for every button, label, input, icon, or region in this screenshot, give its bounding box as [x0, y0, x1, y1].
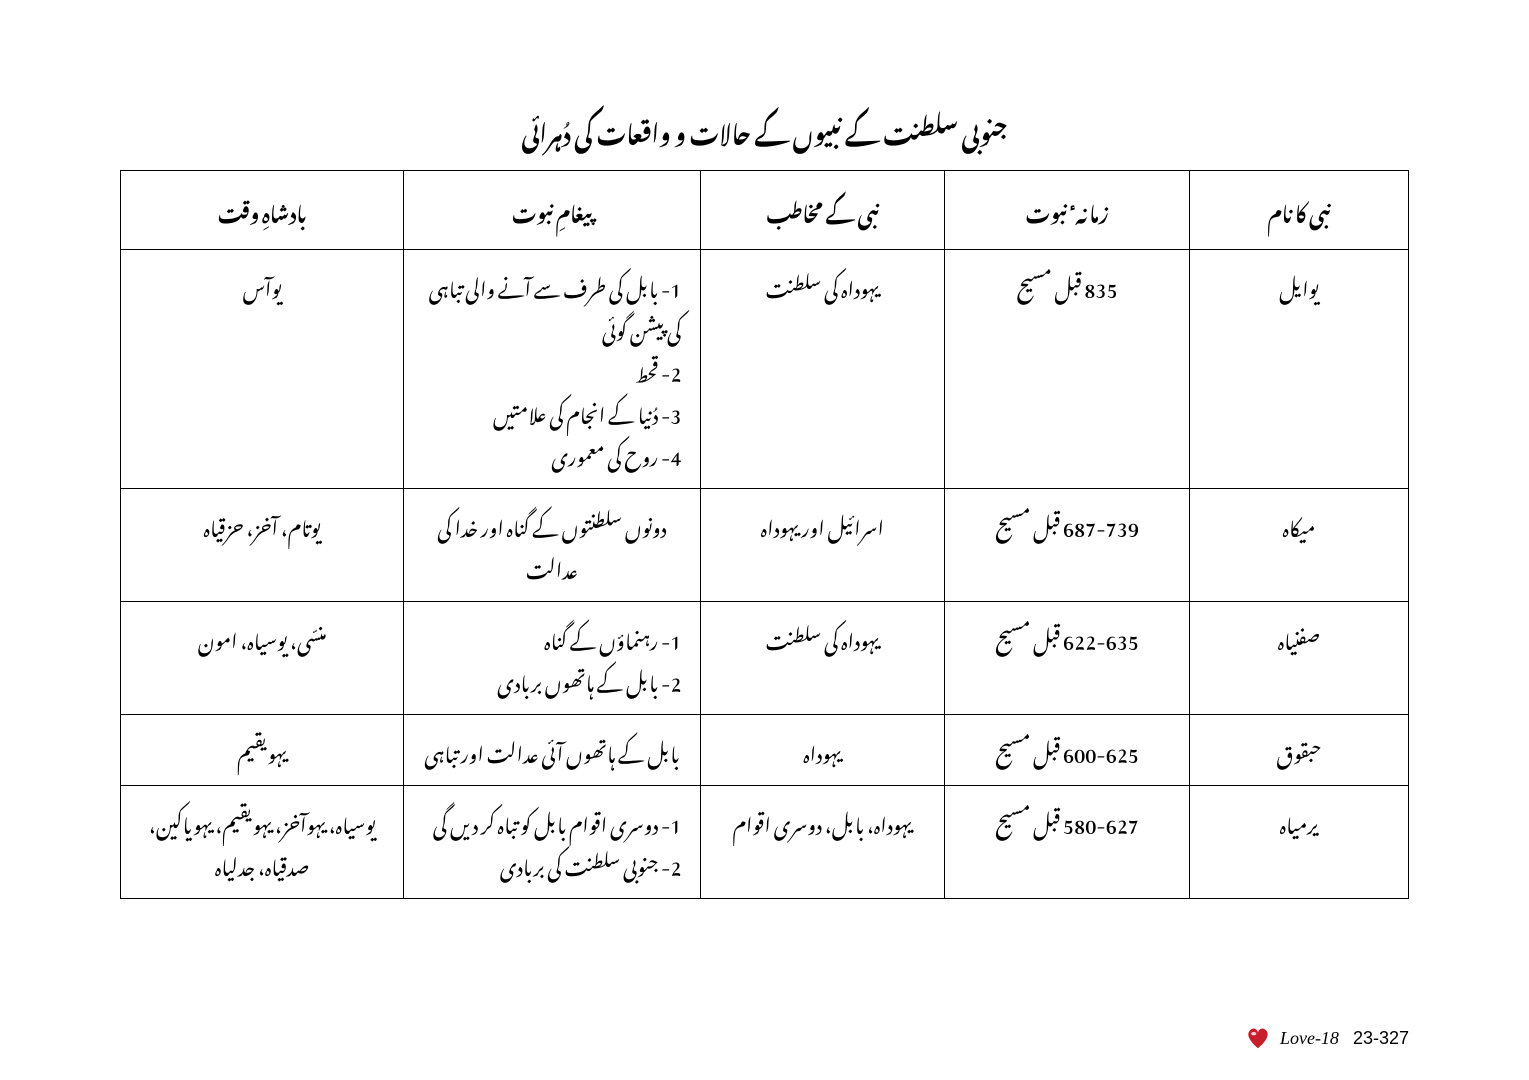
message-line: 3- دُنیا کے انجام کی علامتیں — [422, 390, 681, 432]
cell-message: 1- رہنماؤں کے گناہ2- بابل کے ہاتھوں بربا… — [404, 602, 700, 715]
header-period: زمانہٴ نبوت — [945, 171, 1190, 250]
table-row: یرمیاہ580-627 قبل مسیحیہوداہ، بابل، دوسر… — [121, 786, 1409, 899]
cell-name: حبقوق — [1190, 715, 1409, 786]
cell-king: یہویقیم — [121, 715, 404, 786]
header-message: پیغامِ نبوت — [404, 171, 700, 250]
love-label: Love-18 — [1280, 1028, 1339, 1049]
cell-message: دونوں سلطنتوں کے گناہ اور خدا کی عدالت — [404, 489, 700, 602]
message-line: بابل کے ہاتھوں آئی عدالت اور تباہی — [422, 729, 681, 771]
cell-name: صفنیاہ — [1190, 602, 1409, 715]
cell-audience: یہوداہ — [700, 715, 945, 786]
table-row: یوایل835 قبل مسیحیہوداہ کی سلطنت1- بابل … — [121, 250, 1409, 489]
cell-name: میکاہ — [1190, 489, 1409, 602]
message-line: 1- رہنماؤں کے گناہ — [422, 616, 681, 658]
cell-message: بابل کے ہاتھوں آئی عدالت اور تباہی — [404, 715, 700, 786]
page-number: 23-327 — [1353, 1028, 1409, 1049]
table-header-row: نبی کا نام زمانہٴ نبوت نبی کے مخاطب پیغا… — [121, 171, 1409, 250]
cell-king: یوسیاہ، یہوآخز، یہویقیم، یہویاکین، صدقیا… — [121, 786, 404, 899]
cell-period: 580-627 قبل مسیح — [945, 786, 1190, 899]
cell-name: یرمیاہ — [1190, 786, 1409, 899]
header-audience: نبی کے مخاطب — [700, 171, 945, 250]
cell-period: 622-635 قبل مسیح — [945, 602, 1190, 715]
cell-message: 1- بابل کی طرف سے آنے والی تباہی کی پیشن… — [404, 250, 700, 489]
cell-period: 835 قبل مسیح — [945, 250, 1190, 489]
cell-king: یوآس — [121, 250, 404, 489]
cell-king: یوتام، آخز، حزقیاہ — [121, 489, 404, 602]
cell-period: 600-625 قبل مسیح — [945, 715, 1190, 786]
message-line: 1- دوسری اقوام بابل کو تباہ کر دیں گی — [422, 800, 681, 842]
cell-audience: یہوداہ، بابل، دوسری اقوام — [700, 786, 945, 899]
table-row: صفنیاہ622-635 قبل مسیحیہوداہ کی سلطنت1- … — [121, 602, 1409, 715]
message-line: 2- قحط — [422, 348, 681, 390]
message-line: 2- بابل کے ہاتھوں بربادی — [422, 658, 681, 700]
page-title: جنوبی سلطنت کے نبیوں کے حالات و واقعات ک… — [120, 100, 1409, 160]
table-row: حبقوق600-625 قبل مسیحیہوداہ بابل کے ہاتھو… — [121, 715, 1409, 786]
cell-message: 1- دوسری اقوام بابل کو تباہ کر دیں گی2- … — [404, 786, 700, 899]
cell-audience: یہوداہ کی سلطنت — [700, 602, 945, 715]
message-line: 4- روح کی معموری — [422, 432, 681, 474]
header-king: بادشاہِ وقت — [121, 171, 404, 250]
table-row: میکاہ687-739 قبل مسیحاسرائیل اور یہوداہد… — [121, 489, 1409, 602]
cell-audience: یہوداہ کی سلطنت — [700, 250, 945, 489]
page-footer: Love-18 23-327 — [1244, 1026, 1409, 1050]
cell-audience: اسرائیل اور یہوداہ — [700, 489, 945, 602]
cell-name: یوایل — [1190, 250, 1409, 489]
heart-icon — [1244, 1026, 1272, 1050]
message-line: 1- بابل کی طرف سے آنے والی تباہی کی پیشن… — [422, 264, 681, 348]
cell-king: منسّی، یوسیاہ، امون — [121, 602, 404, 715]
message-line: 2- جنوبی سلطنت کی بربادی — [422, 842, 681, 884]
cell-period: 687-739 قبل مسیح — [945, 489, 1190, 602]
prophets-table: نبی کا نام زمانہٴ نبوت نبی کے مخاطب پیغا… — [120, 170, 1409, 899]
message-line: دونوں سلطنتوں کے گناہ اور خدا کی عدالت — [422, 503, 681, 587]
header-name: نبی کا نام — [1190, 171, 1409, 250]
